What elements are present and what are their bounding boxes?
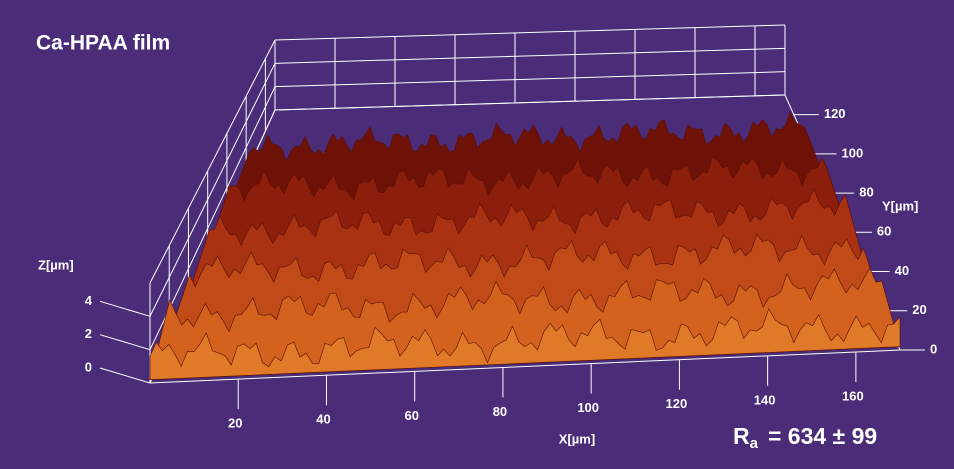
y-tick-label: 40	[895, 263, 909, 278]
chart-title: Ca-HPAA film	[36, 32, 170, 55]
surface	[150, 112, 900, 379]
x-tick-label: 140	[754, 392, 776, 407]
x-tick-label: 60	[404, 408, 418, 423]
z-tick-label: 2	[85, 326, 92, 341]
chart: 20 40 60 80 100 120 140 160 0 20 40 60 80 100 120 0 2 4 C…	[0, 0, 954, 469]
annotation-symbol: R	[733, 423, 750, 449]
z-tick-label: 0	[85, 359, 92, 374]
x-tick-label: 160	[842, 388, 864, 403]
annotation-text: = 634 ± 99	[768, 423, 877, 449]
y-tick-label: 120	[824, 106, 846, 121]
x-tick-label: 20	[228, 416, 242, 431]
y-tick-label: 80	[859, 185, 873, 200]
y-tick-label: 100	[842, 145, 864, 160]
x-axis-label: X[µm]	[559, 431, 595, 446]
y-tick-label: 20	[912, 302, 926, 317]
y-axis-label: Y[µm]	[882, 198, 918, 213]
x-tick-label: 40	[316, 412, 330, 427]
x-tick-label: 120	[666, 396, 688, 411]
y-tick-label: 60	[877, 224, 891, 239]
annotation-subscript: a	[750, 435, 759, 452]
z-axis-label: Z[µm]	[38, 257, 74, 272]
z-tick-label: 4	[85, 293, 93, 308]
x-tick-label: 80	[493, 404, 507, 419]
x-tick-label: 100	[577, 400, 599, 415]
y-tick-label: 0	[930, 341, 937, 356]
